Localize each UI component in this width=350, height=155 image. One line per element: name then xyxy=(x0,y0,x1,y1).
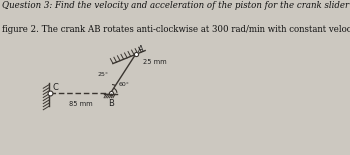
Text: figure 2. The crank AB rotates anti-clockwise at 300 rad/min with constant veloc: figure 2. The crank AB rotates anti-cloc… xyxy=(2,24,350,33)
Text: Question 3: Find the velocity and acceleration of the piston for the crank slide: Question 3: Find the velocity and accele… xyxy=(2,1,350,10)
Text: 25 mm: 25 mm xyxy=(144,59,167,65)
Text: 25°: 25° xyxy=(97,73,108,78)
Text: A: A xyxy=(138,45,144,54)
Text: B: B xyxy=(108,99,114,108)
Text: C: C xyxy=(52,83,58,92)
Text: 60°: 60° xyxy=(119,82,130,87)
Text: 85 mm: 85 mm xyxy=(69,101,92,107)
